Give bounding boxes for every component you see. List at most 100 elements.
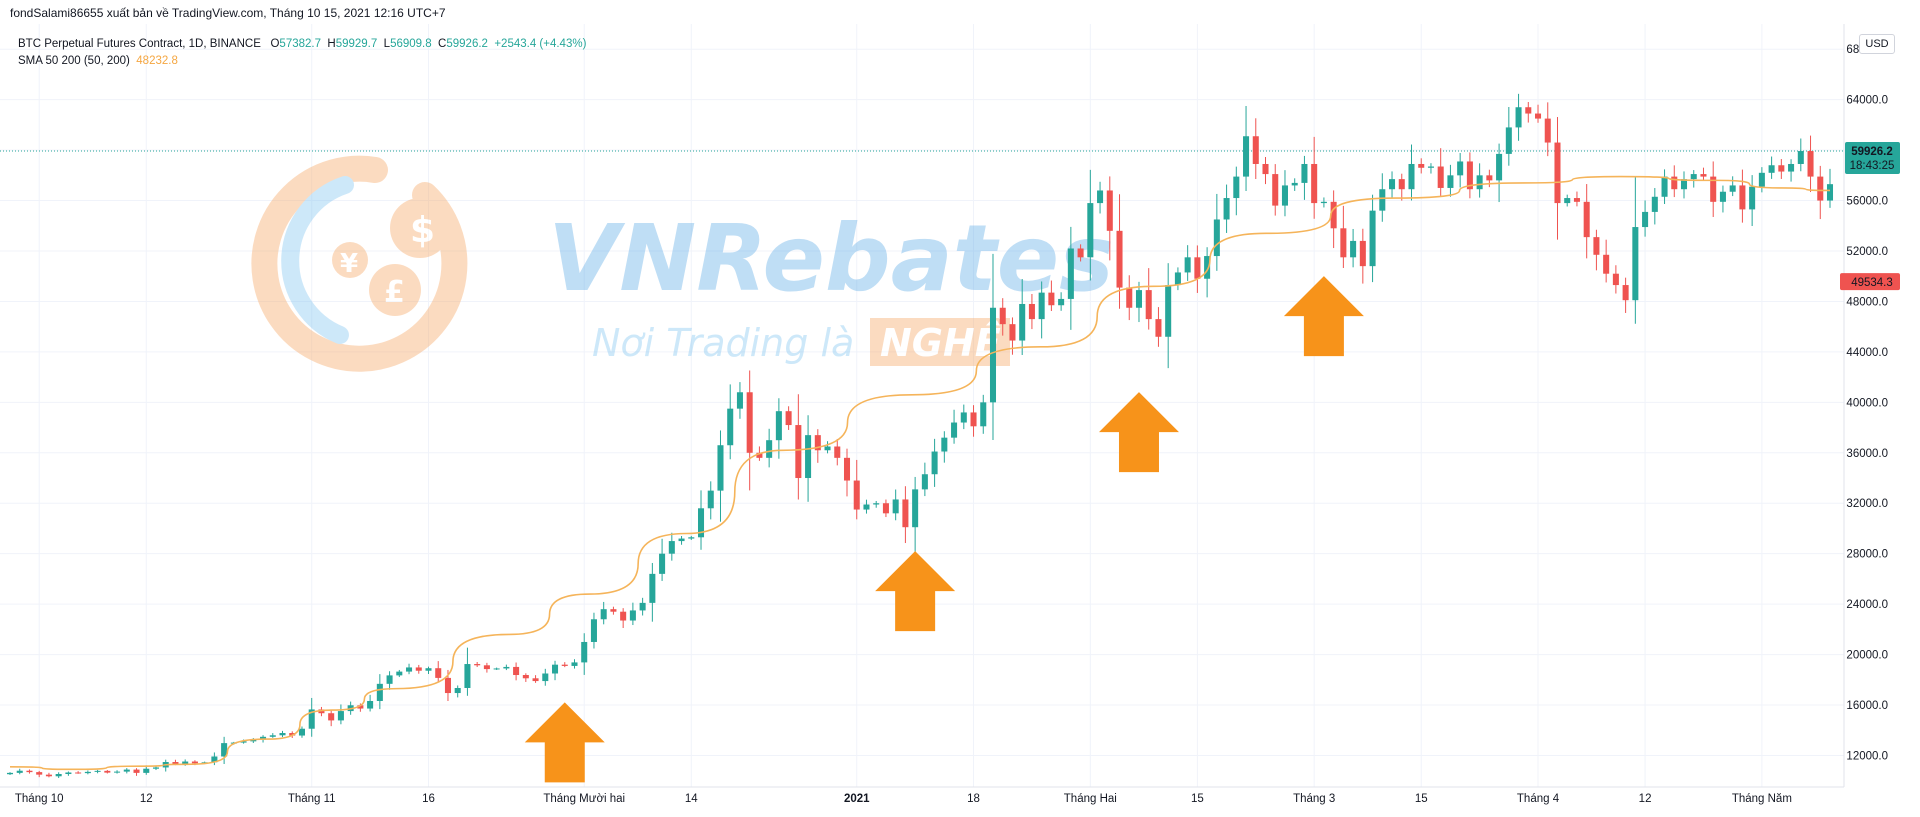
candle xyxy=(1028,293,1035,330)
candle xyxy=(1145,268,1152,330)
up-arrow-icon xyxy=(1283,276,1364,357)
candle-body xyxy=(746,392,753,453)
candle-body xyxy=(697,508,705,538)
candle-body xyxy=(1165,285,1172,337)
candle-body xyxy=(1515,107,1522,128)
candle xyxy=(1739,169,1746,223)
candle xyxy=(1680,171,1688,199)
candle-body xyxy=(1680,179,1688,190)
candle xyxy=(1778,159,1785,179)
candle-body xyxy=(1797,151,1804,164)
candle xyxy=(45,772,52,778)
candle xyxy=(1544,102,1551,157)
candle-body xyxy=(269,735,276,737)
candle-body xyxy=(1262,163,1269,175)
candle-body xyxy=(425,668,432,671)
time-axis[interactable]: Tháng 10 12 Tháng 11 16 Tháng Mười hai 14 2021… xyxy=(15,793,1792,805)
candle-body xyxy=(863,504,870,510)
candle-body xyxy=(590,619,597,642)
candle-body xyxy=(1573,198,1580,202)
candle-body xyxy=(444,677,451,694)
price-tick: 12000.0 xyxy=(1846,750,1888,762)
sma-value: 48232.8 xyxy=(136,55,178,67)
vnrebates-logo: $ ¥ £ xyxy=(251,155,468,372)
currency-button[interactable]: USD xyxy=(1859,34,1895,54)
candle-body xyxy=(843,457,851,481)
candle xyxy=(873,500,880,508)
candle-body xyxy=(1457,161,1464,176)
candle xyxy=(727,384,734,460)
candle-body xyxy=(435,668,442,678)
candle xyxy=(980,394,987,434)
candle-body xyxy=(775,411,782,441)
candle xyxy=(1291,178,1298,191)
candle xyxy=(6,772,14,775)
candle-body xyxy=(406,667,413,672)
symbol-legend-row[interactable]: BTC Perpetual Futures Contract, 1D, BINA… xyxy=(18,36,586,53)
candle xyxy=(882,499,889,518)
candle-body xyxy=(1087,203,1094,258)
candle-body xyxy=(1048,292,1055,306)
price-tick: 28000.0 xyxy=(1846,549,1888,561)
candle xyxy=(1437,148,1444,197)
candle-body xyxy=(1466,161,1473,190)
candle-body xyxy=(1379,189,1386,211)
candle-body xyxy=(678,538,685,542)
candle xyxy=(610,606,617,615)
sma-legend-row[interactable]: SMA 50 200 (50, 200) 48232.8 xyxy=(18,53,586,70)
candle-body xyxy=(1067,248,1074,299)
candle-body xyxy=(1330,201,1337,229)
candle-body xyxy=(1671,176,1678,190)
candle-body xyxy=(756,452,763,458)
candle-body xyxy=(970,412,977,427)
candle xyxy=(1389,171,1396,199)
candle xyxy=(1807,135,1814,193)
candle xyxy=(1398,173,1405,201)
candle xyxy=(1038,281,1045,339)
candle xyxy=(1184,245,1191,281)
candle-body xyxy=(1116,230,1123,288)
price-tick: 36000.0 xyxy=(1846,448,1888,460)
candle xyxy=(1262,157,1269,185)
price-tick: 52000.0 xyxy=(1846,246,1888,258)
candle-body xyxy=(620,611,627,621)
ohlc-open: 57382.7 xyxy=(279,38,321,50)
candle-body xyxy=(1427,166,1434,168)
candle xyxy=(892,489,899,521)
time-tick: Tháng Năm xyxy=(1732,793,1792,805)
candle-body xyxy=(1077,248,1084,258)
candle-body xyxy=(1632,227,1639,301)
candle-body xyxy=(1398,179,1405,190)
time-tick: Tháng 4 xyxy=(1517,793,1560,805)
candle-body xyxy=(736,392,743,409)
up-arrow-icon xyxy=(875,551,956,632)
pound-glyph: £ xyxy=(384,275,405,310)
candle xyxy=(1067,226,1074,330)
candle xyxy=(581,633,588,675)
candle xyxy=(1476,163,1483,198)
candle xyxy=(298,726,305,738)
candle xyxy=(1826,168,1834,208)
chart-legend: BTC Perpetual Futures Contract, 1D, BINA… xyxy=(18,36,586,70)
price-tick: 56000.0 xyxy=(1846,196,1888,208)
candle-body xyxy=(1311,163,1318,204)
candle xyxy=(26,769,33,774)
candle xyxy=(1233,166,1240,216)
candle xyxy=(1505,106,1512,166)
candle-body xyxy=(396,671,403,676)
candle xyxy=(1729,176,1736,197)
candle-body xyxy=(1778,165,1785,172)
candle-body xyxy=(1486,175,1493,181)
candle xyxy=(1690,170,1697,188)
candle xyxy=(1651,188,1658,225)
candle xyxy=(308,697,315,737)
candle-body xyxy=(951,422,958,438)
candle xyxy=(785,406,792,430)
candle-body xyxy=(1340,228,1347,258)
candle-body xyxy=(211,756,218,763)
candle-body xyxy=(542,673,549,682)
candle-body xyxy=(1194,257,1201,279)
candle xyxy=(1252,118,1259,180)
candle-body xyxy=(1350,240,1357,258)
